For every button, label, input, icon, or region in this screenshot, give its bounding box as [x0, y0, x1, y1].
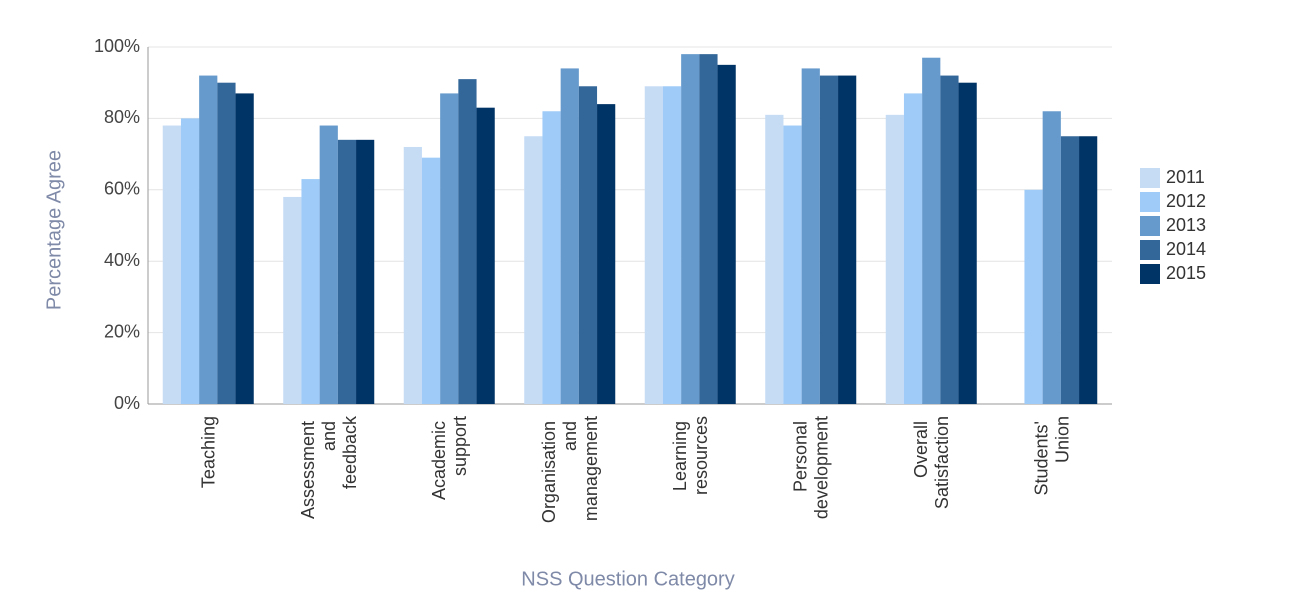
bar: [597, 104, 616, 405]
bar: [476, 107, 495, 404]
legend-swatch: [1140, 168, 1160, 188]
bar: [681, 54, 700, 404]
legend-label: 2015: [1166, 263, 1206, 283]
bar: [1060, 136, 1080, 404]
y-tick-label: 100%: [94, 36, 140, 56]
legend-swatch: [1140, 192, 1160, 212]
bar: [940, 75, 959, 404]
x-axis-title: NSS Question Category: [521, 568, 734, 590]
bar: [421, 157, 441, 404]
bar: [162, 125, 181, 404]
x-tick-label: Students' Union: [1031, 416, 1072, 496]
legend-swatch: [1140, 240, 1160, 260]
x-tick-label: Organisation and management: [539, 416, 601, 523]
legend-label: 2012: [1166, 191, 1206, 211]
bar: [560, 68, 579, 405]
bar: [440, 93, 459, 404]
legend-swatch: [1140, 264, 1160, 284]
bar: [524, 136, 543, 404]
bar: [1079, 136, 1098, 404]
bar: [885, 114, 904, 404]
legend-label: 2013: [1166, 215, 1206, 235]
bar: [838, 75, 857, 404]
legend-label: 2014: [1166, 239, 1206, 259]
bar: [337, 139, 357, 404]
x-tick-label: Overall Satisfaction: [911, 416, 952, 509]
bar: [1042, 111, 1061, 404]
bar: [801, 68, 820, 405]
y-tick-label: 0%: [114, 393, 140, 413]
bar: [356, 139, 375, 404]
bar: [283, 196, 302, 404]
y-tick-label: 80%: [104, 107, 140, 127]
bar: [699, 54, 718, 404]
bar: [819, 75, 839, 404]
legend-label: 2011: [1166, 167, 1205, 187]
legend-swatch: [1140, 216, 1160, 236]
bar: [217, 82, 236, 404]
bar: [644, 86, 663, 405]
bar: [765, 114, 784, 404]
x-tick-label: Assessment and feedback: [298, 415, 360, 519]
bar: [199, 75, 218, 404]
bar: [542, 111, 561, 404]
bar: [458, 79, 477, 404]
bar: [403, 146, 422, 404]
bar: [1024, 189, 1043, 404]
x-tick-label: Academic support: [429, 416, 470, 500]
bar: [319, 125, 338, 404]
bar: [922, 57, 941, 405]
bar: [662, 86, 682, 405]
bar: [578, 86, 598, 405]
x-tick-label: Personal development: [790, 416, 831, 519]
bar: [958, 82, 977, 404]
bar: [903, 93, 923, 404]
y-tick-label: 20%: [104, 321, 140, 341]
bar: [235, 93, 254, 404]
x-tick-label: Teaching: [198, 416, 218, 488]
bar: [180, 118, 200, 405]
bar: [301, 179, 320, 404]
y-tick-label: 40%: [104, 250, 140, 270]
x-tick-label: Learning resources: [670, 416, 711, 495]
y-tick-label: 60%: [104, 179, 140, 199]
y-axis-title: Percentage Agree: [43, 150, 65, 310]
bar: [783, 125, 802, 404]
bar: [717, 64, 736, 404]
